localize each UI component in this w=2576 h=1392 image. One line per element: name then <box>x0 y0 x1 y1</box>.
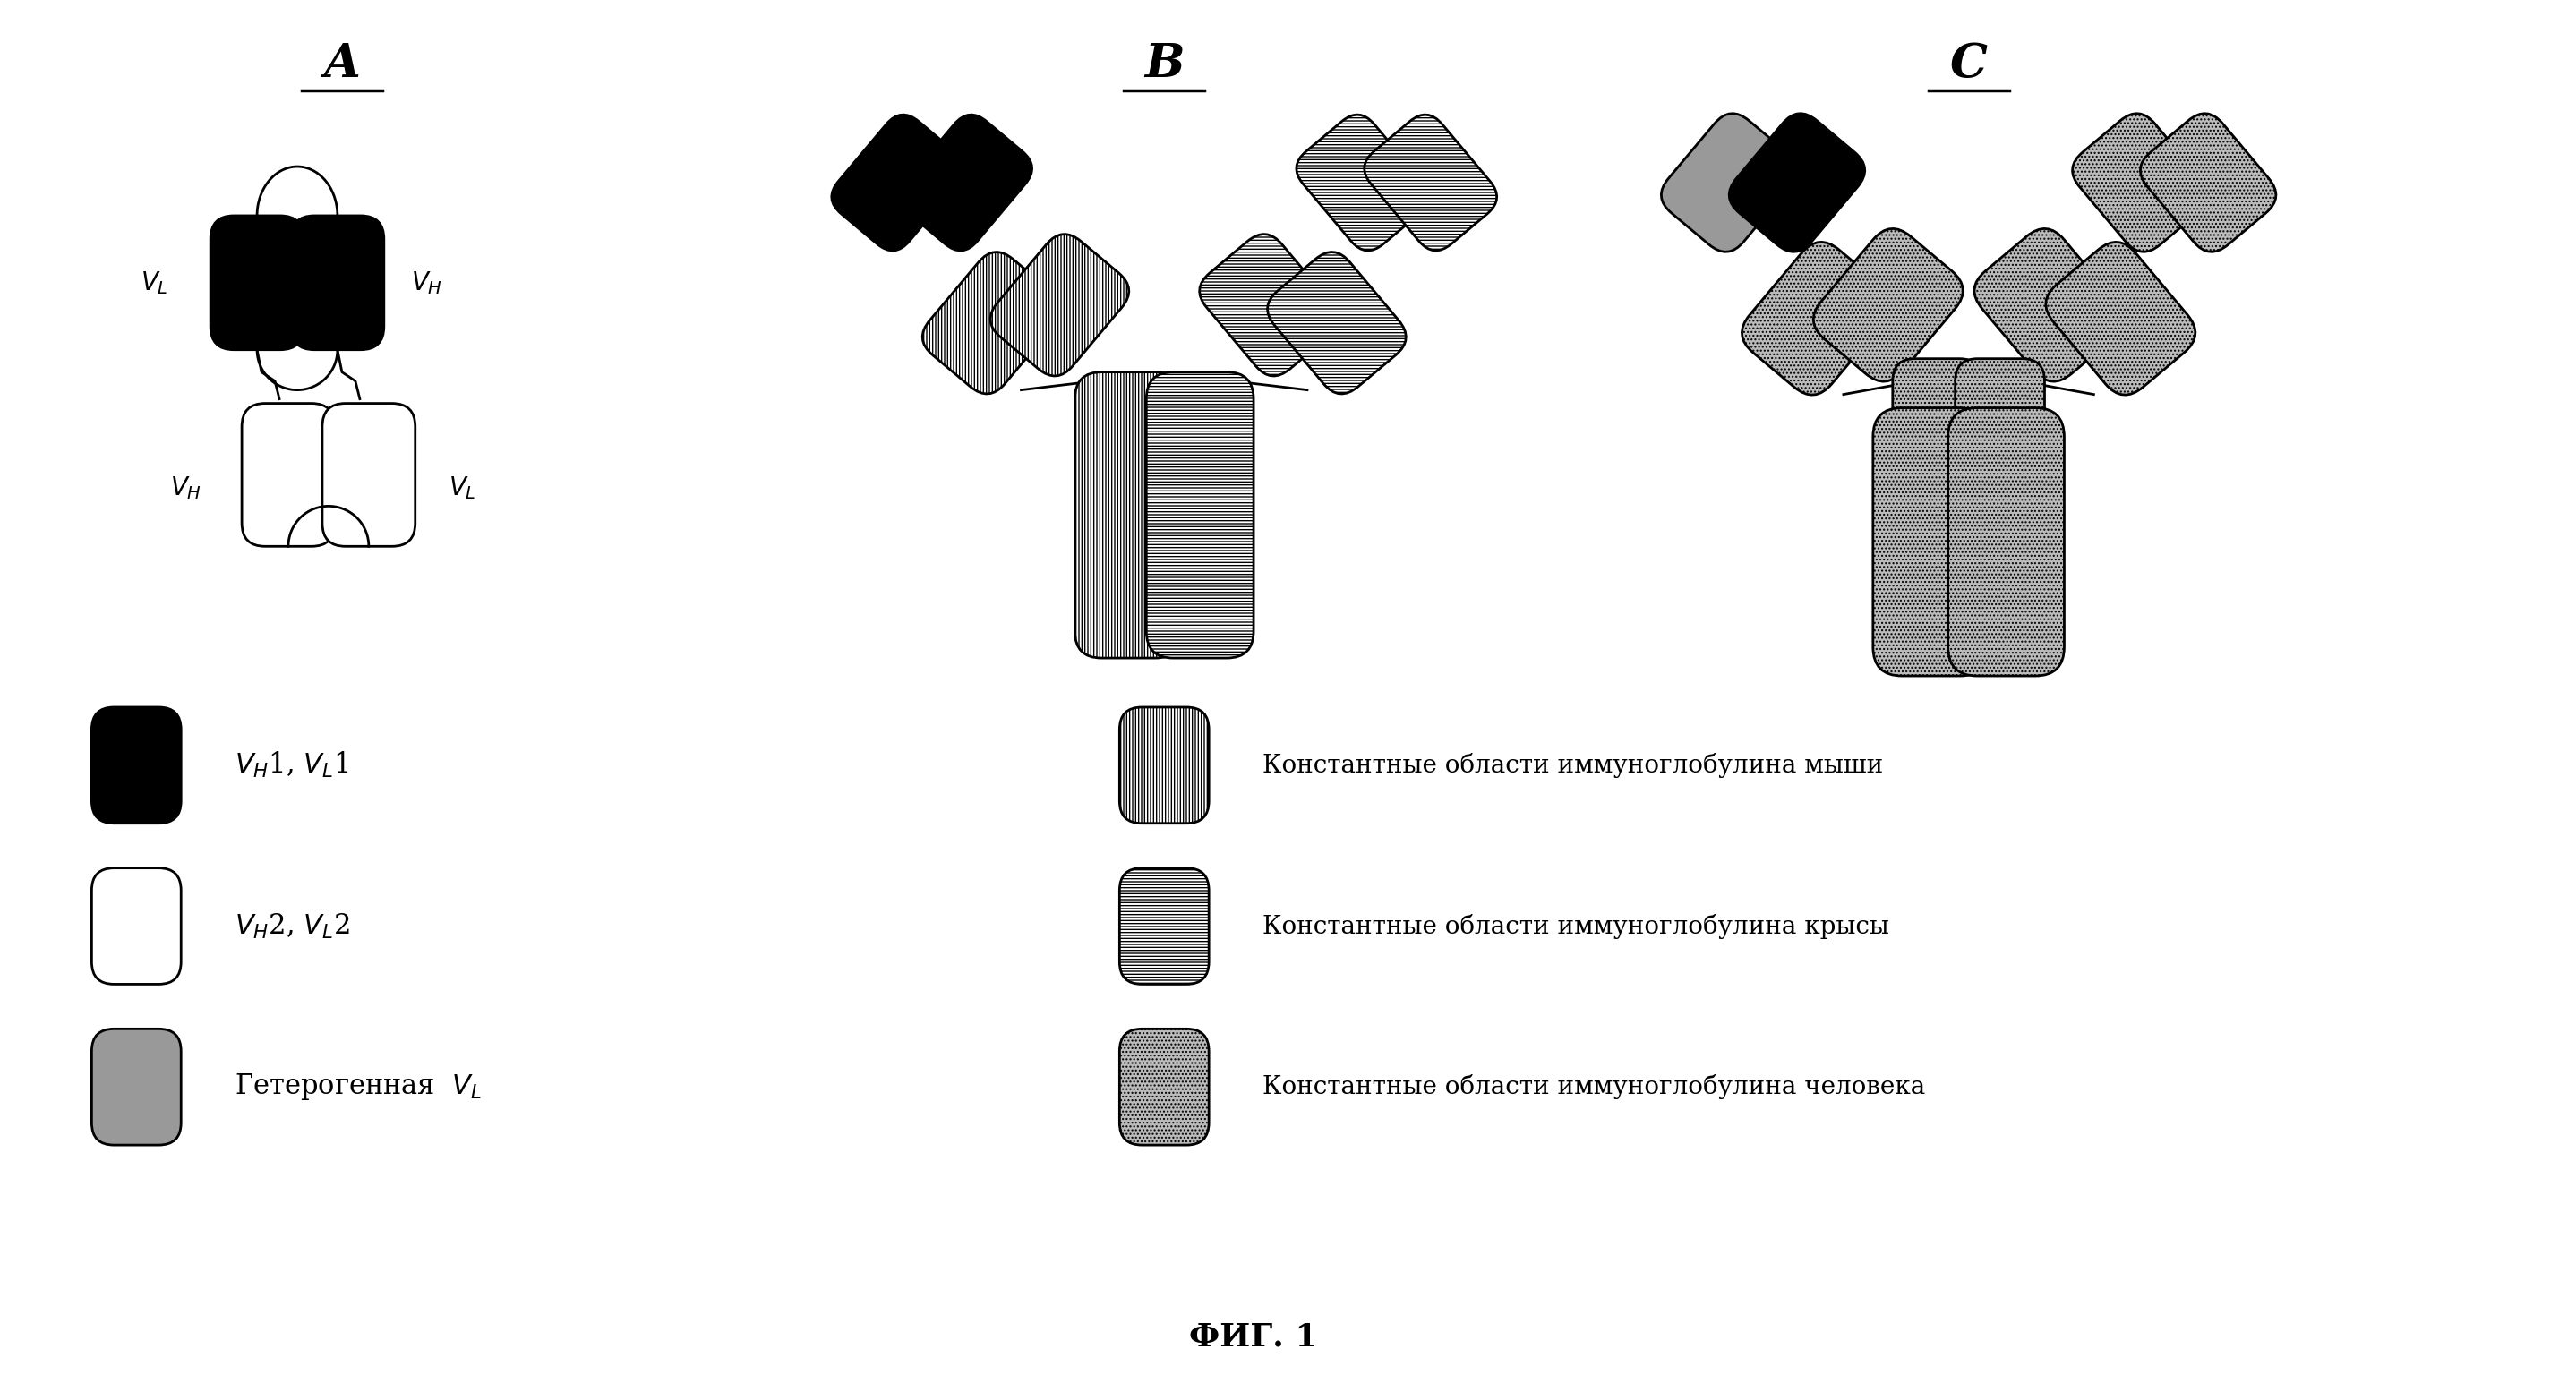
Text: $V_H$1, $V_L$1: $V_H$1, $V_L$1 <box>234 750 348 780</box>
FancyBboxPatch shape <box>1662 113 1798 252</box>
FancyBboxPatch shape <box>93 1029 180 1146</box>
FancyBboxPatch shape <box>1873 408 1989 677</box>
FancyBboxPatch shape <box>322 404 415 546</box>
Text: $V_H$: $V_H$ <box>170 475 201 501</box>
FancyBboxPatch shape <box>989 234 1128 376</box>
FancyBboxPatch shape <box>93 707 180 823</box>
Text: Гетерогенная  $V_L$: Гетерогенная $V_L$ <box>234 1072 482 1102</box>
FancyBboxPatch shape <box>1121 707 1208 823</box>
Text: Константные области иммуноглобулина человека: Константные области иммуноглобулина чело… <box>1262 1075 1924 1100</box>
FancyBboxPatch shape <box>1947 408 2063 677</box>
FancyBboxPatch shape <box>1121 869 1208 984</box>
Text: B: B <box>1144 42 1185 88</box>
FancyBboxPatch shape <box>1365 114 1497 251</box>
FancyBboxPatch shape <box>1814 228 1963 381</box>
FancyBboxPatch shape <box>2045 242 2195 395</box>
Text: C: C <box>1950 42 1989 88</box>
Text: $V_H$: $V_H$ <box>412 270 443 296</box>
FancyBboxPatch shape <box>93 869 180 984</box>
FancyBboxPatch shape <box>832 114 963 251</box>
Text: $V_L$: $V_L$ <box>142 270 167 296</box>
FancyBboxPatch shape <box>1728 113 1865 252</box>
FancyBboxPatch shape <box>1267 252 1406 394</box>
FancyBboxPatch shape <box>1146 372 1255 658</box>
FancyBboxPatch shape <box>1893 359 1981 438</box>
FancyBboxPatch shape <box>211 216 304 349</box>
FancyBboxPatch shape <box>291 216 384 349</box>
FancyBboxPatch shape <box>1973 228 2123 381</box>
Text: $V_H$2, $V_L$2: $V_H$2, $V_L$2 <box>234 912 350 941</box>
Text: Константные области иммуноглобулина крысы: Константные области иммуноглобулина крыс… <box>1262 913 1888 938</box>
FancyBboxPatch shape <box>242 404 335 546</box>
FancyBboxPatch shape <box>2071 113 2208 252</box>
FancyBboxPatch shape <box>2141 113 2277 252</box>
FancyBboxPatch shape <box>899 114 1033 251</box>
Text: A: A <box>325 42 361 88</box>
FancyBboxPatch shape <box>1296 114 1430 251</box>
FancyBboxPatch shape <box>1741 242 1891 395</box>
FancyBboxPatch shape <box>1121 1029 1208 1146</box>
Text: Константные области иммуноглобулина мыши: Константные области иммуноглобулина мыши <box>1262 753 1883 778</box>
Text: $V_L$: $V_L$ <box>448 475 477 501</box>
FancyBboxPatch shape <box>1074 372 1182 658</box>
FancyBboxPatch shape <box>922 252 1061 394</box>
FancyBboxPatch shape <box>1955 359 2045 438</box>
FancyBboxPatch shape <box>1200 234 1337 376</box>
Text: ФИГ. 1: ФИГ. 1 <box>1190 1322 1319 1353</box>
